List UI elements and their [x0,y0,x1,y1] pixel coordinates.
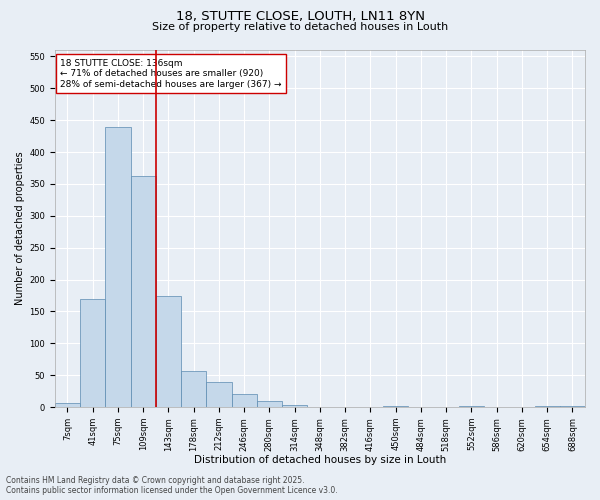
Bar [105,126,131,407]
Bar [156,296,181,407]
Bar [181,372,206,407]
Text: 18, STUTTE CLOSE, LOUTH, LN11 8YN: 18, STUTTE CLOSE, LOUTH, LN11 8YN [176,10,425,23]
Bar [535,406,560,407]
Bar [55,402,80,407]
Bar [232,394,257,407]
Bar [206,382,232,407]
Bar [459,406,484,407]
Text: Size of property relative to detached houses in Louth: Size of property relative to detached ho… [152,22,448,32]
Bar [257,400,282,407]
X-axis label: Distribution of detached houses by size in Louth: Distribution of detached houses by size … [194,455,446,465]
Text: Contains HM Land Registry data © Crown copyright and database right 2025.
Contai: Contains HM Land Registry data © Crown c… [6,476,338,495]
Bar [560,406,585,407]
Text: 18 STUTTE CLOSE: 136sqm
← 71% of detached houses are smaller (920)
28% of semi-d: 18 STUTTE CLOSE: 136sqm ← 71% of detache… [60,59,281,88]
Bar [131,176,156,407]
Bar [282,404,307,407]
Y-axis label: Number of detached properties: Number of detached properties [15,152,25,306]
Bar [383,406,408,407]
Bar [80,298,105,407]
